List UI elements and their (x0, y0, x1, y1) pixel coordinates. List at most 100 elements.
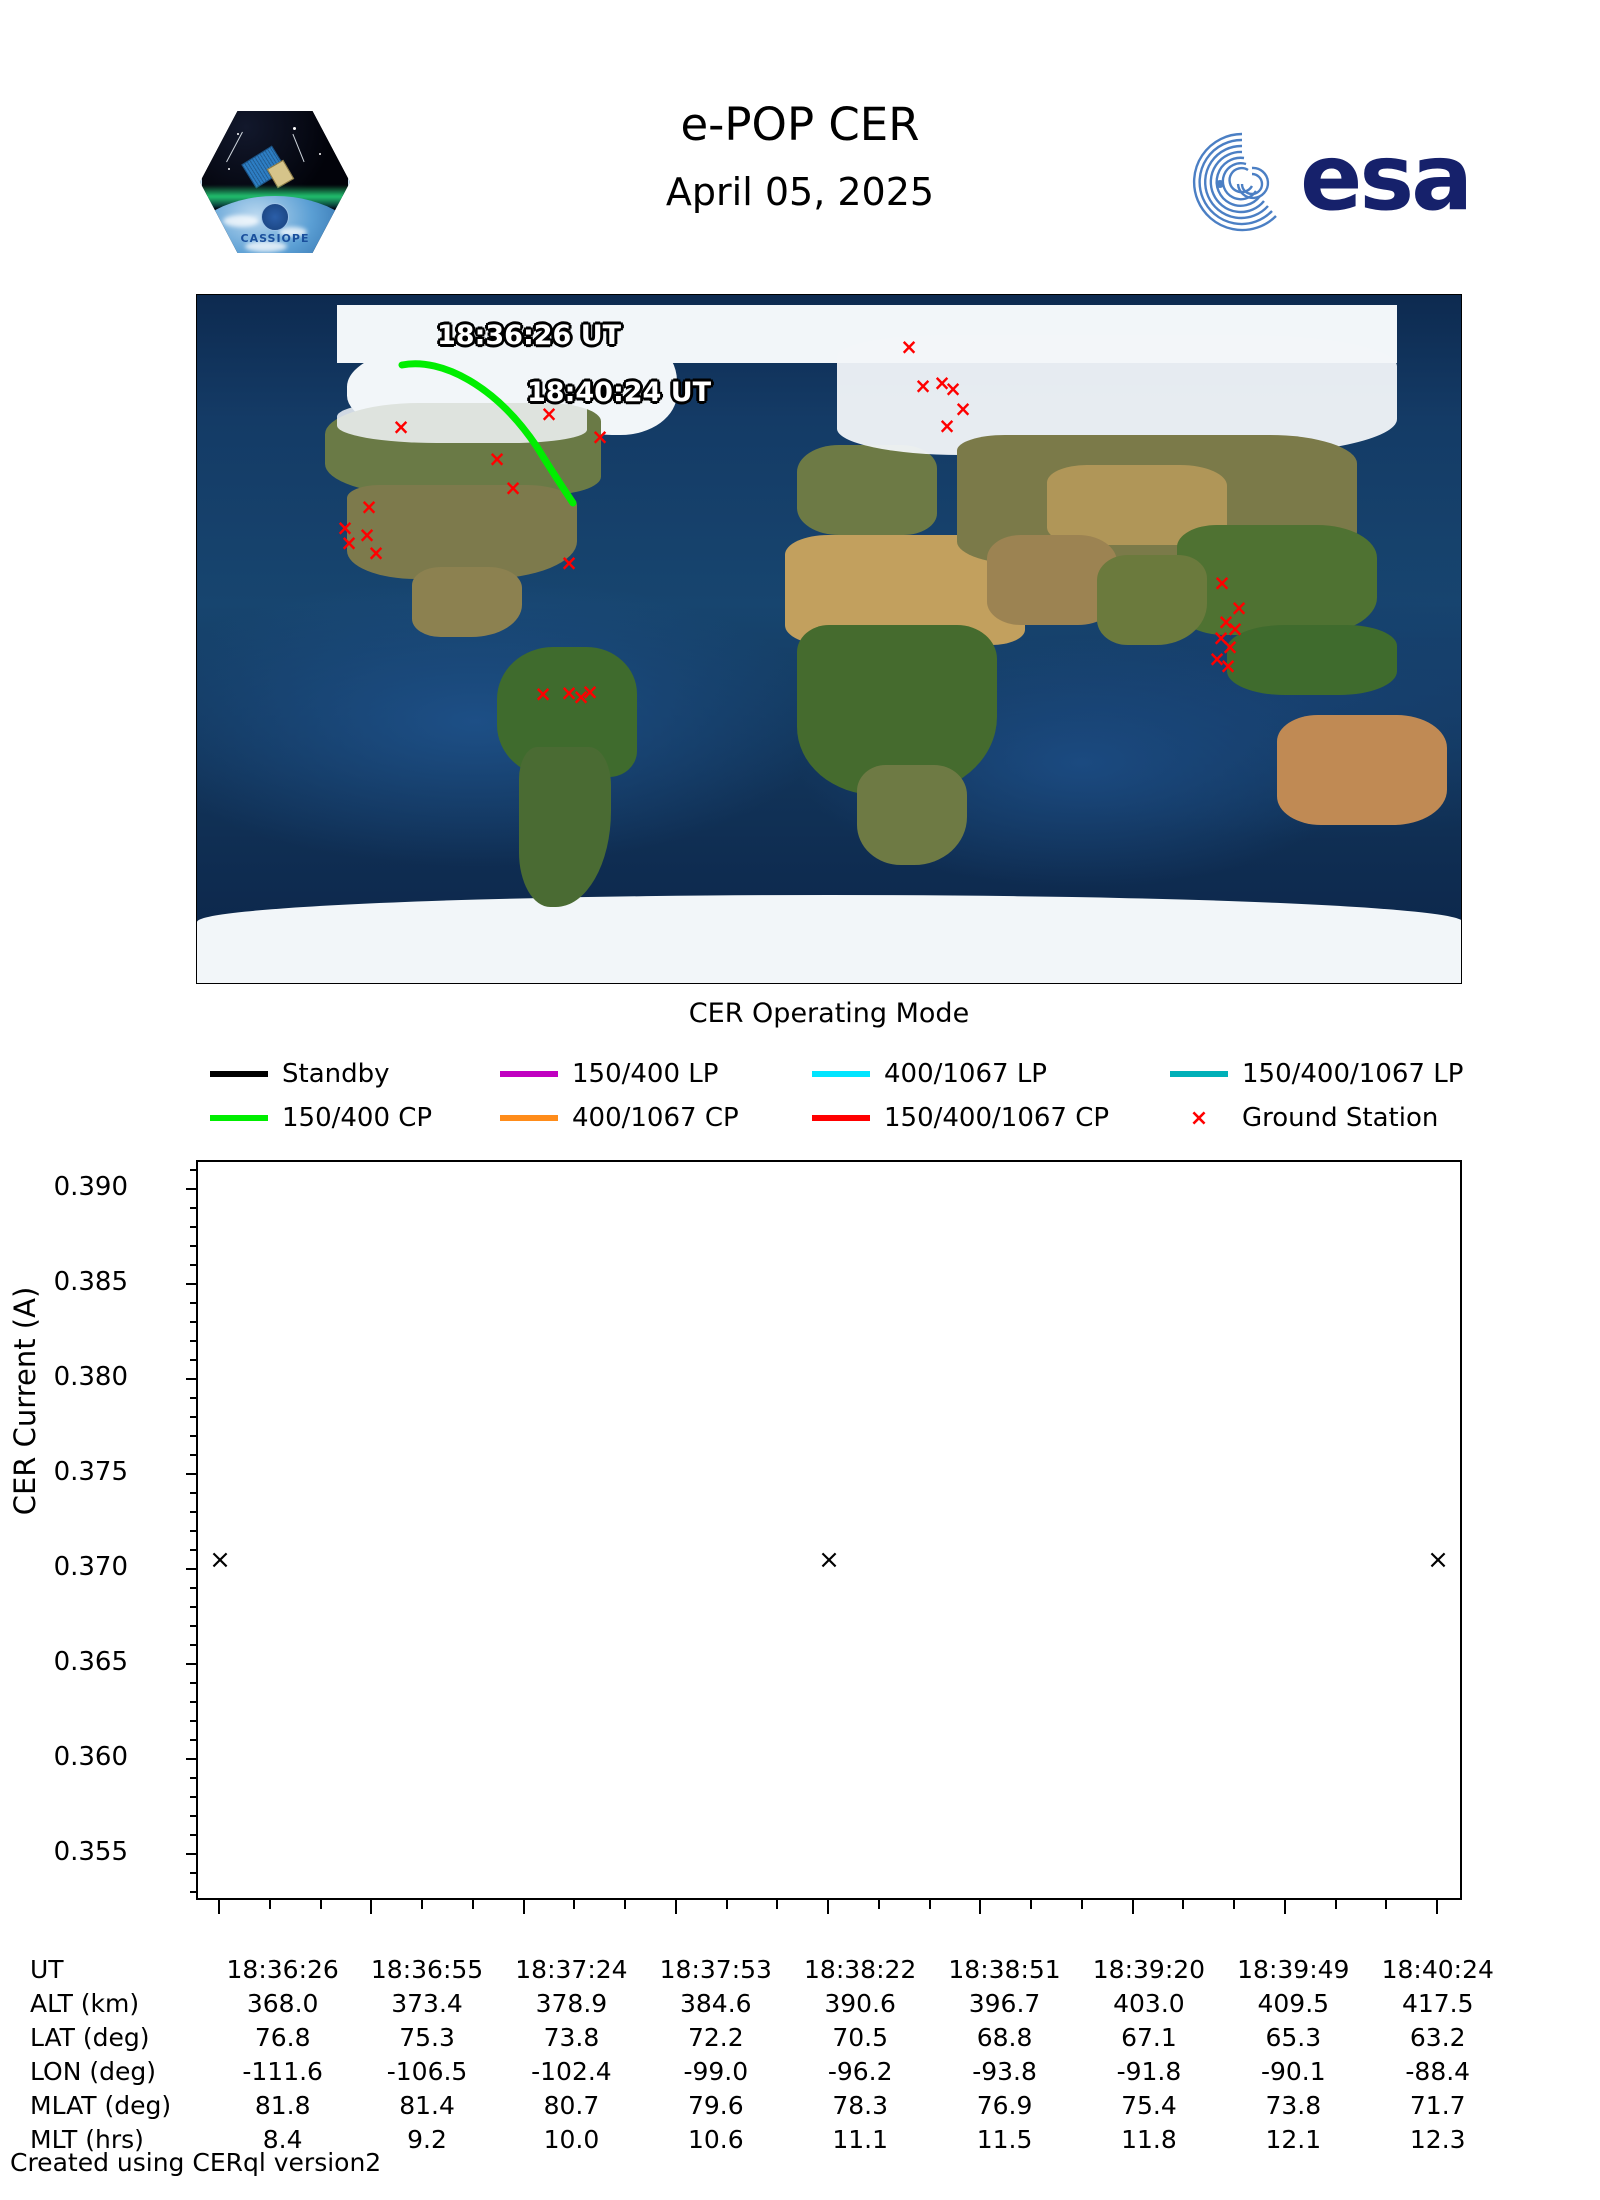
table-cell: -90.1 (1260, 2056, 1326, 2086)
table-cell: 403.0 (1113, 1988, 1185, 2018)
y-axis-minor-tick (190, 1605, 198, 1608)
legend-item[interactable]: 150/400/1067 CP (812, 1103, 1170, 1133)
world-map-panel[interactable]: 18:36:26 UT 18:40:24 UT × × × × × × × × × × × × × × × ×… (196, 294, 1462, 984)
x-axis-tick (674, 1900, 677, 1914)
y-axis-minor-tick (190, 1681, 198, 1684)
x-axis-tick (370, 1900, 373, 1914)
x-axis-minor-tick (1182, 1900, 1185, 1909)
y-axis-tick (186, 1378, 198, 1381)
legend-label: Ground Station (1242, 1103, 1439, 1133)
table-cell: 67.1 (1121, 2022, 1177, 2052)
table-row: LAT (deg) 76.8 75.3 73.8 72.2 70.5 68.8 67.1 65.… (30, 2020, 1510, 2054)
table-cell: -91.8 (1116, 2056, 1182, 2086)
x-axis-minor-tick (624, 1900, 626, 1909)
title-block: e-POP CER April 05, 2025 (400, 96, 1200, 220)
y-axis-tick (186, 1283, 198, 1286)
cloud (222, 214, 259, 227)
table-cell: -99.0 (683, 2056, 749, 2086)
y-axis-tick-label: 0.355 (53, 1836, 128, 1867)
landmass-india (1097, 555, 1207, 645)
legend-item[interactable]: 400/1067 CP (500, 1103, 812, 1133)
legend-item[interactable]: 400/1067 LP (812, 1059, 1170, 1089)
legend-item[interactable]: × Ground Station (1170, 1103, 1480, 1133)
table-cell: 373.4 (391, 1988, 463, 2018)
legend-row: 150/400 CP 400/1067 CP 150/400/1067 CP × Gro… (210, 1096, 1480, 1140)
y-axis-tick (186, 1567, 198, 1570)
table-row-label: MLAT (deg) (30, 2090, 172, 2120)
y-axis-minor-tick (190, 1738, 198, 1741)
y-axis-minor-tick (190, 1871, 198, 1874)
table-cell: 12.1 (1265, 2124, 1322, 2154)
page-title: e-POP CER (680, 98, 920, 151)
y-axis-tick-label: 0.390 (53, 1172, 128, 1203)
x-axis-minor-tick (421, 1900, 423, 1909)
landmass-mexico (412, 567, 522, 637)
table-row: ALT (km) 368.0 373.4 378.9 384.6 390.6 396.7 40… (30, 1986, 1510, 2020)
legend-color-swatch (1170, 1071, 1228, 1077)
data-point-marker: × (1427, 1545, 1449, 1576)
legend-item[interactable]: 150/400 CP (210, 1103, 500, 1133)
page-date: April 05, 2025 (665, 170, 935, 214)
track-end-time-label: 18:40:24 UT (527, 377, 712, 408)
legend-color-swatch (210, 1071, 268, 1077)
x-axis-minor-tick (1233, 1900, 1235, 1909)
x-axis-tick (1436, 1900, 1438, 1914)
legend-label: 400/1067 LP (884, 1059, 1047, 1089)
star-icon (292, 127, 296, 131)
y-axis-tick-label: 0.360 (53, 1741, 128, 1772)
landmass-australia (1277, 715, 1447, 825)
data-point-marker: × (818, 1545, 840, 1576)
table-cell: -88.4 (1405, 2056, 1471, 2086)
table-cell: 18:36:55 (370, 1954, 484, 1984)
table-cell: 11.1 (832, 2124, 888, 2154)
x-axis-minor-tick (1080, 1900, 1083, 1909)
x-axis-minor-tick (319, 1900, 322, 1909)
track-start-time-label: 18:36:26 UT (437, 320, 622, 351)
legend-color-swatch (500, 1071, 558, 1077)
data-point-marker: × (209, 1545, 231, 1576)
table-cell: 396.7 (968, 1988, 1041, 2018)
table-cell: 18:38:22 (804, 1954, 917, 1984)
table-cell: 80.7 (543, 2090, 600, 2120)
y-axis-minor-tick (190, 1397, 198, 1400)
y-axis-minor-tick (190, 1302, 198, 1305)
cassiope-wordmark: CASSIOPE (240, 232, 310, 246)
y-axis-tick (186, 1757, 198, 1760)
y-axis-minor-tick (190, 1511, 198, 1514)
y-axis-minor-tick (190, 1169, 198, 1172)
landmass-middle-east (987, 535, 1117, 625)
plot-data-area: × × × (198, 1162, 1460, 1898)
legend-color-swatch (210, 1115, 268, 1121)
table-cell: 76.9 (976, 2090, 1033, 2120)
cer-current-plot[interactable]: × × × (196, 1160, 1462, 1900)
table-cell: 390.6 (824, 1988, 896, 2018)
y-axis-minor-tick (190, 1340, 198, 1343)
x-axis-minor-tick (928, 1900, 931, 1909)
map-caption: CER Operating Mode (688, 998, 970, 1029)
legend-item[interactable]: 150/400 LP (500, 1059, 812, 1089)
cloud (245, 240, 288, 252)
table-cell: 378.9 (535, 1988, 608, 2018)
table-row: MLAT (deg) 81.8 81.4 80.7 79.6 78.3 76.9 75.4 73… (30, 2088, 1510, 2122)
table-cell: 78.3 (832, 2090, 888, 2120)
table-cell: 71.7 (1409, 2090, 1466, 2120)
y-axis-tick-label: 0.380 (53, 1362, 128, 1393)
table-cell: 9.2 (407, 2124, 447, 2154)
table-cell: 18:40:24 (1381, 1954, 1494, 1984)
table-row-label: LAT (deg) (30, 2022, 150, 2052)
landmass-indonesia (1227, 625, 1397, 695)
y-axis-minor-tick (190, 1416, 198, 1419)
legend-item[interactable]: Standby (210, 1059, 500, 1089)
table-cell: 72.2 (687, 2022, 744, 2052)
star-icon (237, 133, 240, 136)
y-axis-minor-tick (190, 1226, 198, 1229)
legend-item[interactable]: 150/400/1067 LP (1170, 1059, 1480, 1089)
table-cell: 81.8 (254, 2090, 311, 2120)
y-axis-minor-tick (190, 1264, 198, 1267)
table-cell: 10.0 (543, 2124, 600, 2154)
table-cell: -102.4 (531, 2056, 612, 2086)
y-axis-tick (186, 1473, 198, 1476)
table-cell: 18:38:51 (948, 1954, 1061, 1984)
table-row: MLT (hrs) 8.4 9.2 10.0 10.6 11.1 11.5 11.8 12.1 1… (30, 2122, 1510, 2156)
x-axis-minor-tick (877, 1900, 880, 1909)
